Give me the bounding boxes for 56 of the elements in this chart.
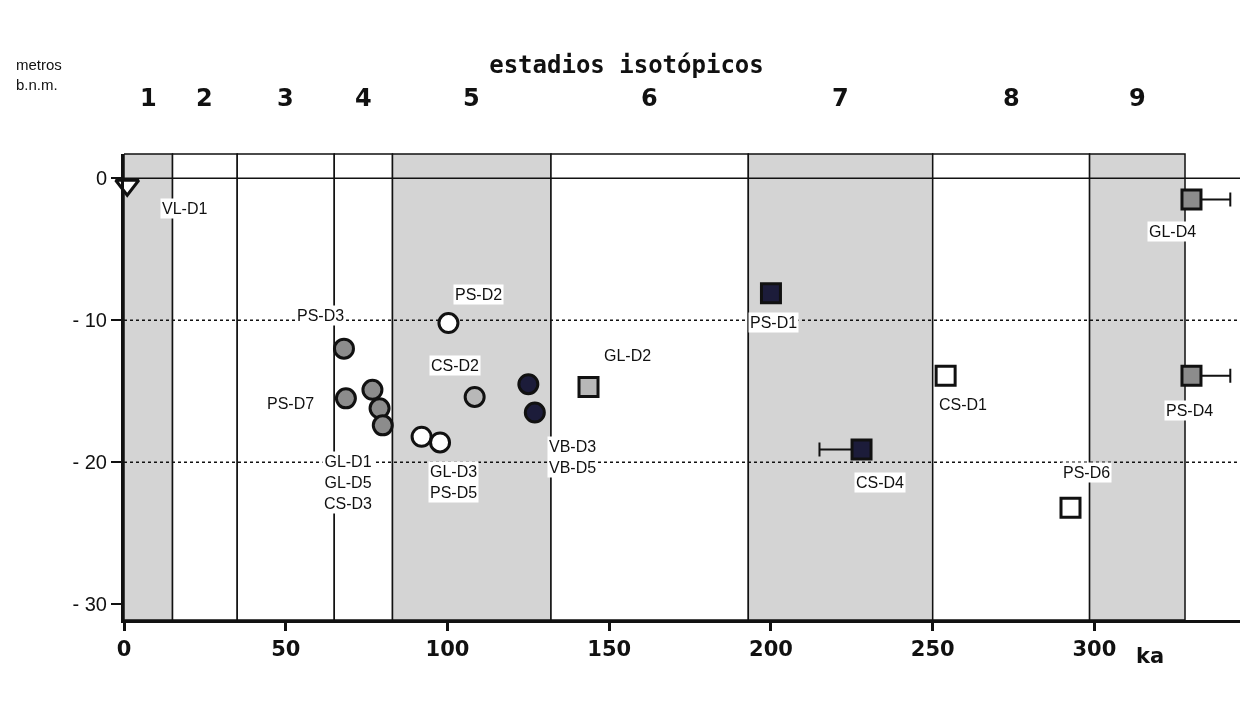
- annotation: CS-D4: [856, 474, 905, 491]
- point: [850, 438, 873, 461]
- band-label: 1: [140, 84, 157, 112]
- x-tick-label: 0: [116, 637, 132, 662]
- y-tick-label: - 20: [72, 451, 107, 474]
- annotation: PS-D3: [297, 307, 345, 324]
- y-axis-title: metros b.n.m.: [16, 56, 62, 93]
- band-label: 2: [196, 84, 213, 112]
- annotation: PS-D1: [750, 314, 798, 331]
- point: [437, 312, 460, 335]
- y-tick-label: 0: [95, 167, 107, 190]
- annotation: VL-D1: [162, 200, 208, 217]
- y-tick-label: - 10: [72, 309, 107, 332]
- annotation: CS-D1: [939, 396, 988, 413]
- point: [334, 387, 357, 410]
- band-label: 8: [1003, 84, 1020, 112]
- point: [577, 376, 600, 398]
- point: [368, 397, 391, 420]
- point: [1180, 188, 1203, 211]
- point: [1059, 496, 1082, 519]
- band-label: 9: [1129, 84, 1146, 112]
- point: [1180, 364, 1203, 387]
- annotation: PS-D6: [1063, 464, 1111, 481]
- point: [523, 401, 546, 424]
- point: [429, 431, 452, 454]
- x-tick-label: 200: [749, 637, 793, 662]
- point: [934, 364, 957, 387]
- x-tick-label: 50: [271, 637, 301, 662]
- band-label: 6: [641, 84, 658, 112]
- band-label: 4: [355, 84, 372, 112]
- annotation: PS-D4: [1166, 402, 1214, 419]
- annotation: GL-D3 PS-D5: [430, 463, 478, 501]
- point: [517, 373, 540, 396]
- point: [332, 337, 355, 360]
- x-tick-label: 150: [587, 637, 632, 662]
- annotation: VB-D3 VB-D5: [549, 438, 597, 476]
- band-label: 7: [832, 84, 849, 112]
- annotation: PS-D2: [455, 286, 503, 303]
- point: [463, 385, 486, 408]
- annotation: PS-D7: [267, 395, 315, 412]
- x-axis-title: ka: [1136, 644, 1165, 668]
- annotation: GL-D1 GL-D5 CS-D3: [324, 453, 373, 512]
- annotation: GL-D2: [604, 347, 652, 364]
- x-tick-label: 300: [1072, 637, 1117, 662]
- annotation: GL-D4: [1149, 223, 1197, 240]
- point: [371, 414, 394, 437]
- x-tick-label: 250: [910, 637, 955, 662]
- band-label: 5: [463, 84, 480, 112]
- point: [361, 378, 384, 401]
- band-label: 3: [277, 84, 294, 112]
- point: [759, 282, 782, 305]
- point: [410, 425, 433, 448]
- x-tick-label: 100: [425, 637, 470, 662]
- y-tick-label: - 30: [72, 593, 107, 616]
- annotation: CS-D2: [431, 357, 480, 374]
- chart-title: estadios isotópicos: [489, 50, 764, 79]
